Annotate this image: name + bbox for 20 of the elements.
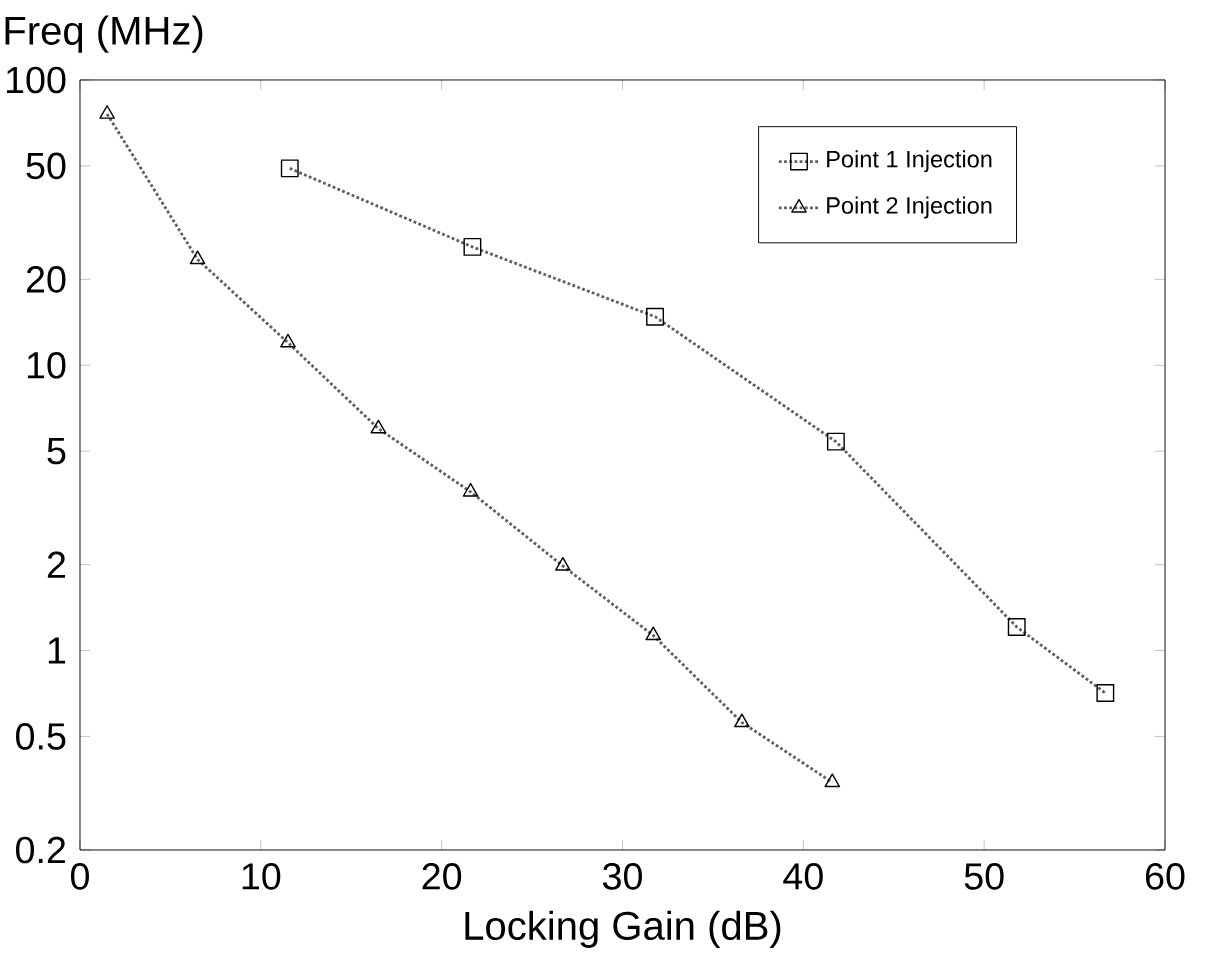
x-tick-label: 10 bbox=[242, 863, 281, 890]
x-tick-label: 30 bbox=[602, 863, 642, 890]
legend-label: Point 1 Injection bbox=[827, 150, 992, 173]
x-axis-title: Locking Gain (dB) bbox=[465, 910, 781, 948]
y-tick-label: 0.2 bbox=[16, 836, 66, 864]
x-tick-label: 40 bbox=[783, 863, 823, 890]
x-tick-label: 20 bbox=[422, 863, 462, 890]
y-axis-title: Freq (MHz) bbox=[5, 15, 203, 53]
x-tick-label: 0 bbox=[70, 863, 89, 890]
y-tick-label: 50 bbox=[26, 152, 66, 180]
y-tick-label: 10 bbox=[27, 351, 66, 379]
x-tick-label: 50 bbox=[964, 863, 1004, 890]
y-tick-label: 20 bbox=[26, 266, 66, 293]
y-tick-label: 5 bbox=[47, 437, 66, 465]
x-tick-label: 60 bbox=[1145, 863, 1185, 890]
legend-label: Point 2 Injection bbox=[827, 196, 992, 219]
y-tick-label: 2 bbox=[47, 551, 66, 578]
y-tick-label: 1 bbox=[48, 637, 66, 664]
y-tick-label: 0.5 bbox=[16, 723, 66, 750]
y-tick-label: 100 bbox=[6, 66, 66, 94]
